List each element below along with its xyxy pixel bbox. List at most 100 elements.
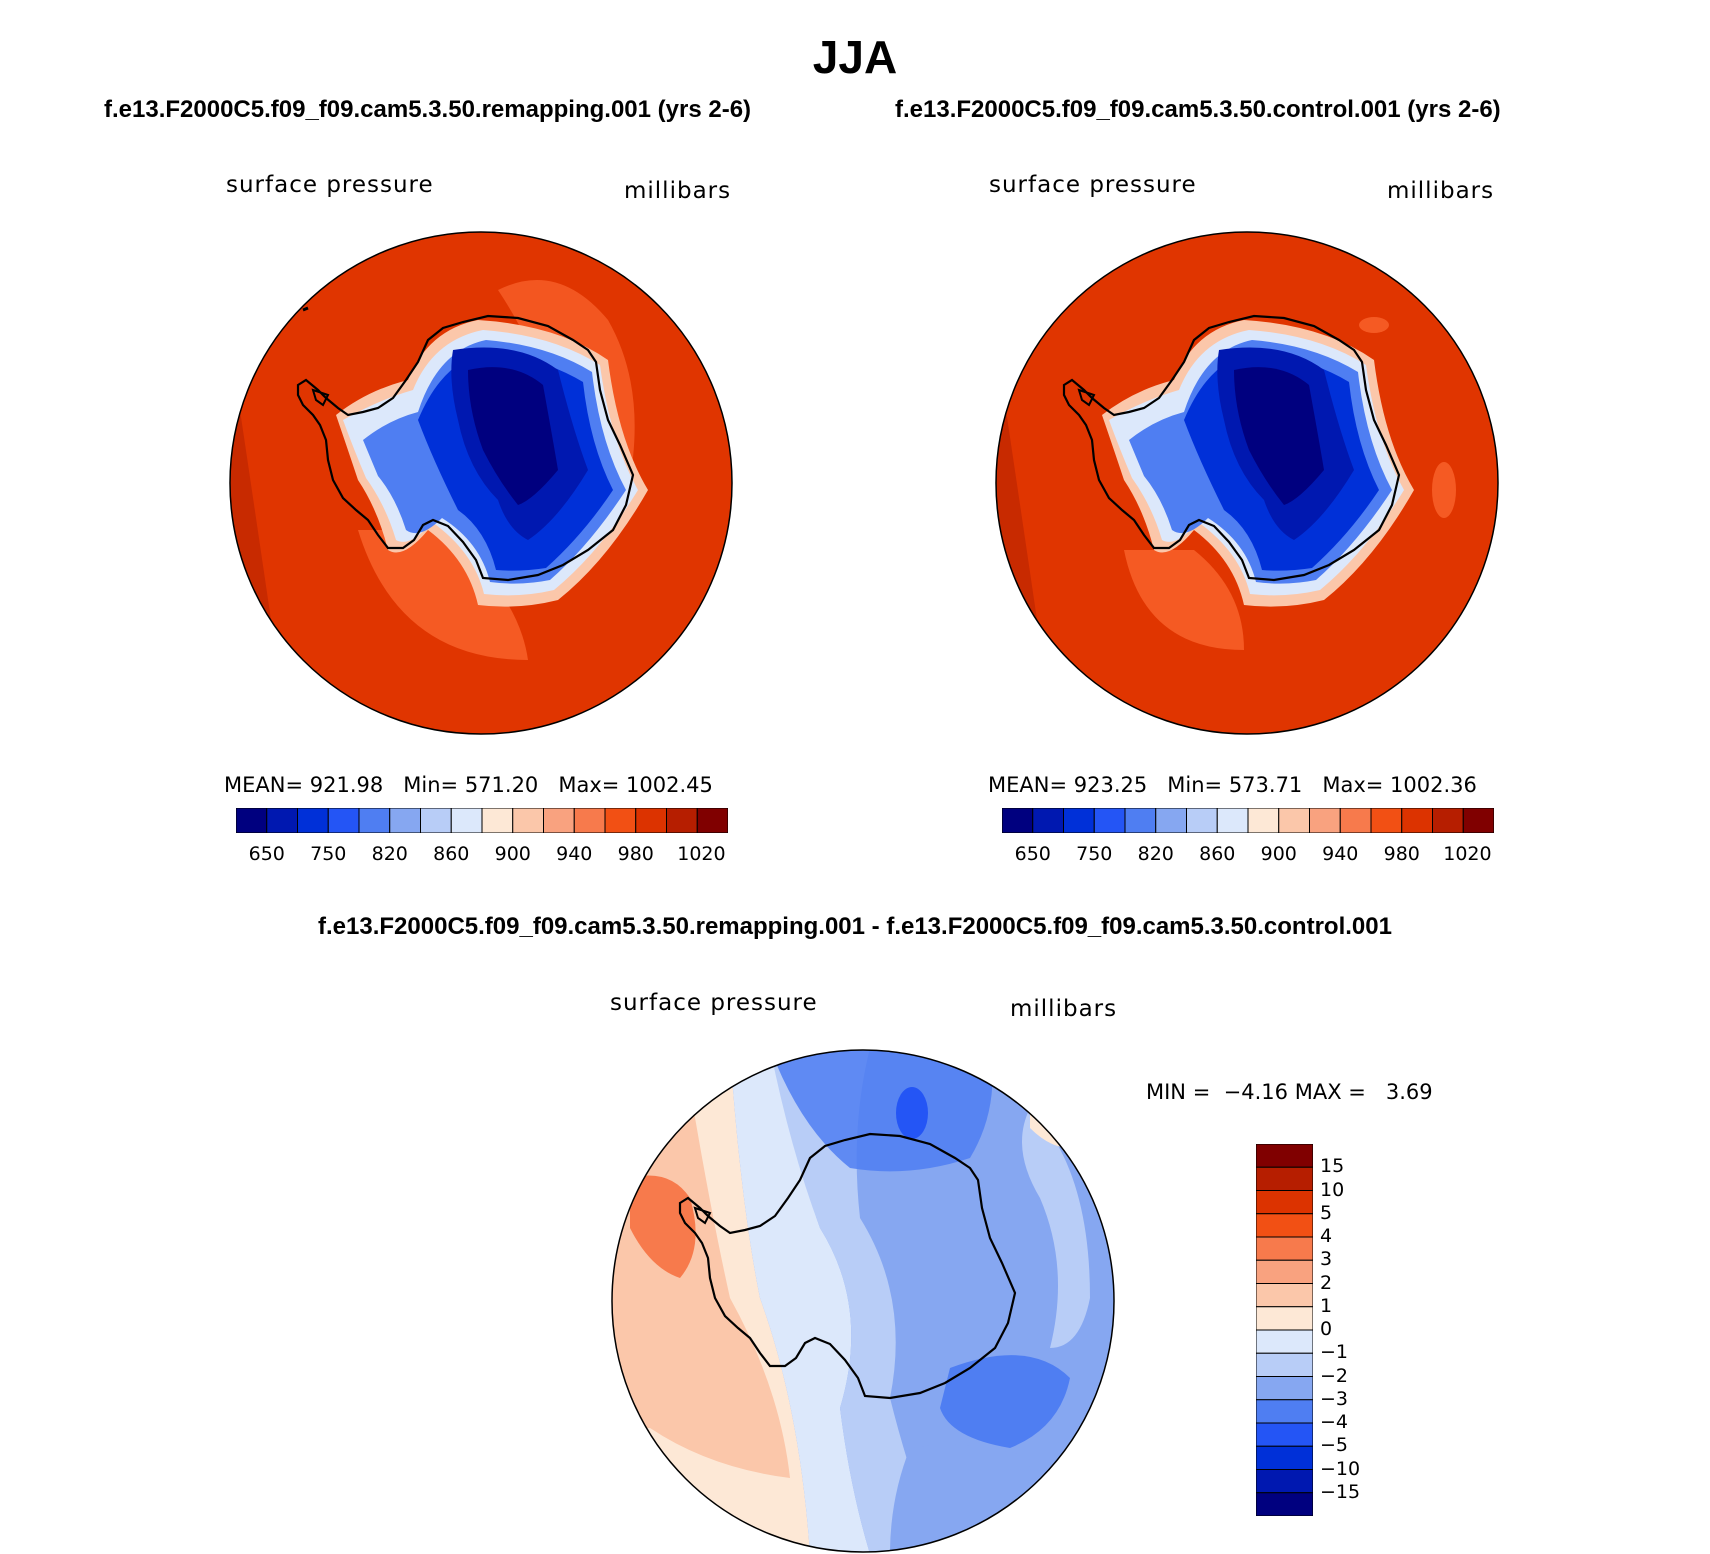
colorbar-box	[1001, 807, 1034, 834]
colorbar-box	[420, 807, 452, 834]
colorbar-tick-label: 940	[1322, 843, 1359, 865]
min-value: 571.20	[464, 773, 539, 797]
colorbar-ticks-remapping: 650 750 820 860 900 940 980 1020	[236, 843, 728, 867]
colorbar-box	[1462, 807, 1495, 834]
colorbar-tick-label: 3	[1320, 1248, 1333, 1271]
colorbar-tick-label: −15	[1320, 1480, 1361, 1503]
colorbar-tick-label: −3	[1320, 1387, 1349, 1410]
diff-max-label: MAX =	[1294, 1080, 1366, 1104]
colorbar-box	[1278, 807, 1310, 834]
colorbar-tick-label: −4	[1320, 1411, 1349, 1433]
season-title: JJA	[812, 31, 898, 83]
colorbar-box	[573, 807, 606, 834]
colorbar-box	[1255, 1190, 1314, 1215]
min-value: 573.71	[1228, 773, 1303, 797]
colorbar-box	[266, 807, 298, 834]
colorbar-tick-label: 860	[1199, 843, 1236, 865]
colorbar-tick-label: 4	[1320, 1225, 1333, 1247]
diff-min-label: MIN =	[1146, 1080, 1211, 1104]
colorbar-tick-label: 860	[433, 843, 470, 865]
diff-min-value: −4.16	[1223, 1080, 1289, 1104]
colorbar-tick-label: 980	[1383, 843, 1420, 865]
colorbar-ticks-difference: 15 10 5 4 3 2 1 0 −1 −2 −3 −4 −5 −10 −15	[1320, 1144, 1380, 1516]
difference-minmax: MIN = −4.16 MAX = 3.69	[1146, 1080, 1433, 1104]
colorbar-box	[1247, 807, 1280, 834]
colorbar-remapping	[235, 807, 729, 834]
min-label: Min=	[403, 773, 459, 797]
colorbar-box	[1255, 1259, 1314, 1284]
polar-map-remapping	[229, 231, 733, 735]
colorbar-box	[358, 807, 391, 834]
colorbar-tick-label: 980	[617, 843, 654, 865]
colorbar-tick-label: 650	[1014, 843, 1051, 865]
colorbar-box	[389, 807, 421, 834]
units-label-remapping: millibars	[624, 178, 732, 204]
colorbar-box	[1432, 807, 1464, 834]
colorbar-box	[1255, 1329, 1314, 1354]
variable-label-control: surface pressure	[989, 172, 1197, 198]
colorbar-box	[1255, 1422, 1314, 1447]
colorbar-box	[481, 807, 514, 834]
colorbar-box	[1063, 807, 1095, 834]
colorbar-tick-label: −5	[1320, 1434, 1349, 1457]
units-label-control: millibars	[1387, 178, 1495, 204]
colorbar-box	[1309, 807, 1341, 834]
colorbar-tick-label: 1020	[677, 843, 726, 865]
diff-max-value: 3.69	[1385, 1080, 1433, 1104]
units-label-difference: millibars	[1010, 996, 1118, 1022]
colorbar-box	[1255, 1236, 1314, 1261]
colorbar-tick-label: 750	[1076, 843, 1113, 865]
colorbar-ticks-control: 650 750 820 860 900 940 980 1020	[1002, 843, 1494, 867]
case-title-control: f.e13.F2000C5.f09_f09.cam5.3.50.control.…	[895, 96, 1501, 123]
colorbar-box	[666, 807, 698, 834]
case-title-remapping: f.e13.F2000C5.f09_f09.cam5.3.50.remappin…	[104, 96, 752, 123]
colorbar-box	[1255, 1399, 1314, 1424]
colorbar-box	[1255, 1376, 1314, 1401]
colorbar-tick-label: 820	[1137, 843, 1174, 865]
max-label: Max=	[1322, 773, 1384, 797]
colorbar-box	[1155, 807, 1187, 834]
colorbar-box	[1255, 1306, 1314, 1331]
colorbar-tick-label: 0	[1320, 1318, 1333, 1340]
colorbar-box	[1255, 1283, 1314, 1308]
colorbar-box	[1255, 1352, 1314, 1377]
colorbar-box	[604, 807, 637, 834]
stats-control: MEAN= 923.25 Min= 573.71 Max= 1002.36	[988, 773, 1477, 797]
colorbar-tick-label: −1	[1320, 1341, 1349, 1364]
colorbar-difference	[1255, 1143, 1314, 1517]
colorbar-tick-label: 900	[494, 843, 531, 865]
colorbar-tick-label: −2	[1320, 1364, 1349, 1387]
colorbar-tick-label: 10	[1320, 1178, 1345, 1201]
colorbar-box	[1255, 1166, 1314, 1191]
colorbar-tick-label: 1020	[1443, 843, 1492, 865]
colorbar-box	[450, 807, 483, 834]
mean-value: 923.25	[1073, 773, 1148, 797]
colorbar-tick-label: 15	[1320, 1155, 1345, 1178]
colorbar-box	[1093, 807, 1126, 834]
colorbar-box	[327, 807, 360, 834]
max-label: Max=	[558, 773, 620, 797]
min-label: Min=	[1167, 773, 1223, 797]
colorbar-box	[297, 807, 329, 834]
variable-label-remapping: surface pressure	[226, 172, 434, 198]
colorbar-box	[1255, 1492, 1314, 1517]
colorbar-box	[1339, 807, 1372, 834]
colorbar-box	[1401, 807, 1433, 834]
polar-map-control	[995, 231, 1499, 735]
stats-remapping: MEAN= 921.98 Min= 571.20 Max= 1002.45	[224, 773, 713, 797]
colorbar-tick-label: 940	[556, 843, 593, 865]
variable-label-difference: surface pressure	[610, 990, 818, 1016]
max-value: 1002.36	[1390, 773, 1477, 797]
colorbar-box	[1255, 1143, 1314, 1168]
colorbar-box	[1255, 1213, 1314, 1238]
colorbar-tick-label: 1	[1320, 1294, 1333, 1317]
colorbar-box	[235, 807, 268, 834]
max-value: 1002.45	[626, 773, 713, 797]
colorbar-box	[1370, 807, 1403, 834]
colorbar-box	[512, 807, 544, 834]
colorbar-box	[696, 807, 729, 834]
mean-label: MEAN=	[224, 773, 304, 797]
mean-value: 921.98	[309, 773, 384, 797]
colorbar-control	[1001, 807, 1495, 834]
colorbar-tick-label: 2	[1320, 1271, 1333, 1294]
